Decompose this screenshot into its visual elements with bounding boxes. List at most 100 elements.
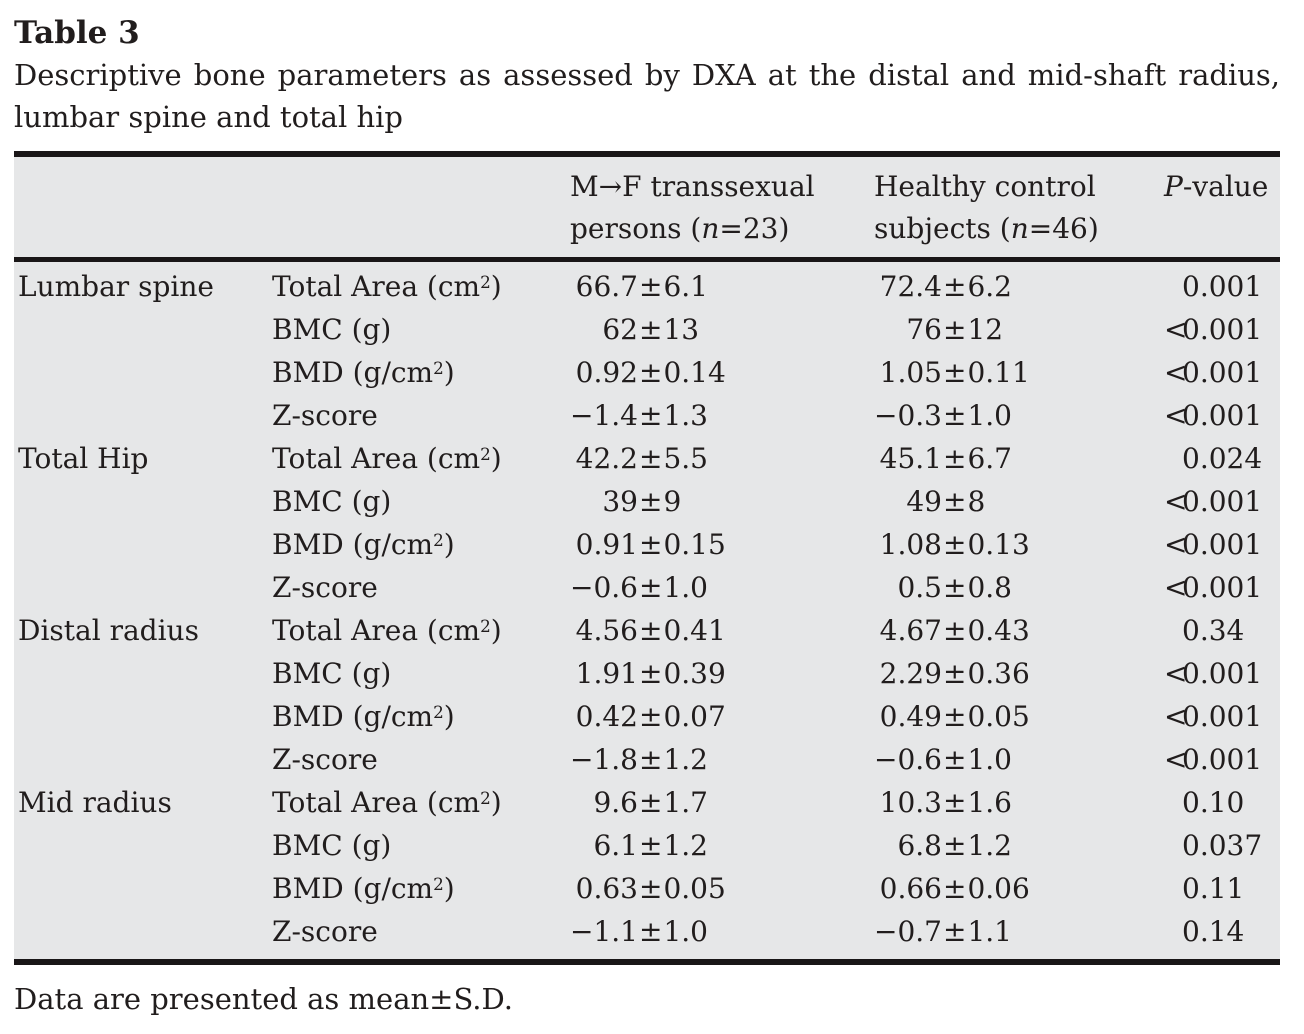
mf-value-cell: 62±13 [602,313,700,346]
table-body: Lumbar spine Total Area (cm2) 66.7±6.1 7… [14,262,1280,959]
mf-value-cell: −1.4±1.3 [570,399,708,432]
header-region-cell [18,166,272,250]
control-value-cell: −0.6±1.0 [874,743,1012,776]
header-mf-group-cell: M→F transsexual persons (n=23) [570,166,874,250]
p-value-cell: <0.001 [1164,657,1263,690]
superscript: 2 [480,271,491,292]
superscript: 2 [433,873,444,894]
plus-minus-sign: ± [943,786,967,819]
plus-minus-sign: ± [639,915,663,948]
table-header-row: M→F transsexual persons (n=23) Healthy c… [14,157,1280,257]
row-parameter-label: Total Area (cm2) [272,786,502,819]
row-parameter-label: Total Area (cm2) [272,270,502,303]
mf-value-cell: 0.42±0.07 [575,700,726,733]
plus-minus-sign: ± [639,786,663,819]
p-value-cell: <0.001 [1164,399,1263,432]
table-row: BMC (g) 62±13 76±12 <0.001 [18,308,1276,351]
plus-minus-sign: ± [943,915,967,948]
control-value-cell: 45.1±6.7 [879,442,1012,475]
header-control-group-cell: Healthy control subjects (n=46) [874,166,1164,250]
plus-minus-sign: ± [639,356,663,389]
control-value-cell: 2.29±0.36 [879,657,1030,690]
plus-minus-sign: ± [943,743,967,776]
p-value-cell: <0.001 [1164,700,1263,733]
plus-minus-sign: ± [639,313,663,346]
control-value-cell: 76±12 [906,313,1004,346]
plus-minus-sign: ± [639,485,663,518]
control-value-cell: −0.3±1.0 [874,399,1012,432]
control-value-cell: 72.4±6.2 [879,270,1012,303]
row-region-label: Lumbar spine [18,270,214,303]
less-than-sign: < [1164,313,1188,346]
table-row: BMC (g) 1.91±0.39 2.29±0.36 <0.001 [18,652,1276,695]
control-value-cell: 0.49±0.05 [879,700,1030,733]
p-value-cell: <0.001 [1164,571,1263,604]
less-than-sign: < [1164,657,1188,690]
control-value-cell: 0.5±0.8 [897,571,1012,604]
less-than-sign: < [1164,399,1188,432]
control-value-cell: 10.3±1.6 [879,786,1012,819]
control-value-cell: 0.66±0.06 [879,872,1030,905]
table-row: Total Hip Total Area (cm2) 42.2±5.5 45.1… [18,437,1276,480]
less-than-sign: < [1164,356,1188,389]
data-table: M→F transsexual persons (n=23) Healthy c… [14,151,1280,965]
row-parameter-label: BMD (g/cm2) [272,872,455,905]
header-control-line2: subjects (n=46) [874,212,1099,245]
plus-minus-sign: ± [639,657,663,690]
row-parameter-label: Z-score [272,743,378,776]
row-parameter-label: Z-score [272,399,378,432]
plus-minus-sign: ± [943,528,967,561]
table-row: BMD (g/cm2) 0.42±0.07 0.49±0.05 <0.001 [18,695,1276,738]
mf-value-cell: 0.91±0.15 [575,528,726,561]
plus-minus-sign: ± [639,700,663,733]
table-caption-line2: lumbar spine and total hip [14,100,403,134]
superscript: 2 [433,357,444,378]
table-row: Z-score −1.4±1.3 −0.3±1.0 <0.001 [18,394,1276,437]
p-value-cell: 0.001 [1182,270,1263,303]
table-row: Mid radius Total Area (cm2) 9.6±1.7 10.3… [18,781,1276,824]
mf-value-cell: −1.1±1.0 [570,915,708,948]
row-parameter-label: BMC (g) [272,829,392,862]
superscript: 2 [433,529,444,550]
control-value-cell: 6.8±1.2 [897,829,1012,862]
table-row: BMD (g/cm2) 0.92±0.14 1.05±0.11 <0.001 [18,351,1276,394]
table-row: BMD (g/cm2) 0.63±0.05 0.66±0.06 0.11 [18,867,1276,910]
plus-minus-sign: ± [943,872,967,905]
mf-value-cell: 6.1±1.2 [593,829,708,862]
table-row: Lumbar spine Total Area (cm2) 66.7±6.1 7… [18,265,1276,308]
plus-minus-sign: ± [639,442,663,475]
superscript: 2 [433,701,444,722]
plus-minus-sign: ± [943,442,967,475]
plus-minus-sign: ± [639,614,663,647]
table-row: BMC (g) 39±9 49±8 <0.001 [18,480,1276,523]
table-row: Z-score −0.6±1.0 0.5±0.8 <0.001 [18,566,1276,609]
p-value-cell: 0.037 [1182,829,1263,862]
mf-value-cell: 66.7±6.1 [575,270,708,303]
plus-minus-sign: ± [943,399,967,432]
control-value-cell: 1.05±0.11 [879,356,1030,389]
mf-value-cell: 1.91±0.39 [575,657,726,690]
p-value-cell: 0.11 [1182,872,1245,905]
plus-minus-sign: ± [639,872,663,905]
superscript: 2 [480,443,491,464]
row-parameter-label: BMC (g) [272,485,392,518]
mf-value-cell: −0.6±1.0 [570,571,708,604]
less-than-sign: < [1164,528,1188,561]
plus-minus-sign: ± [943,614,967,647]
table-row: BMC (g) 6.1±1.2 6.8±1.2 0.037 [18,824,1276,867]
plus-minus-sign: ± [639,829,663,862]
header-parameter-cell [272,166,570,250]
plus-minus-sign: ± [943,700,967,733]
plus-minus-sign: ± [639,571,663,604]
p-value-cell: 0.14 [1182,915,1245,948]
header-control-line1: Healthy control [874,170,1096,203]
p-value-cell: 0.024 [1182,442,1263,475]
row-region-label: Mid radius [18,786,172,819]
p-value-cell: <0.001 [1164,356,1263,389]
mf-value-cell: 42.2±5.5 [575,442,708,475]
header-divider-rule [14,257,1280,262]
plus-minus-sign: ± [943,485,967,518]
mf-value-cell: −1.8±1.2 [570,743,708,776]
p-value-cell: <0.001 [1164,528,1263,561]
